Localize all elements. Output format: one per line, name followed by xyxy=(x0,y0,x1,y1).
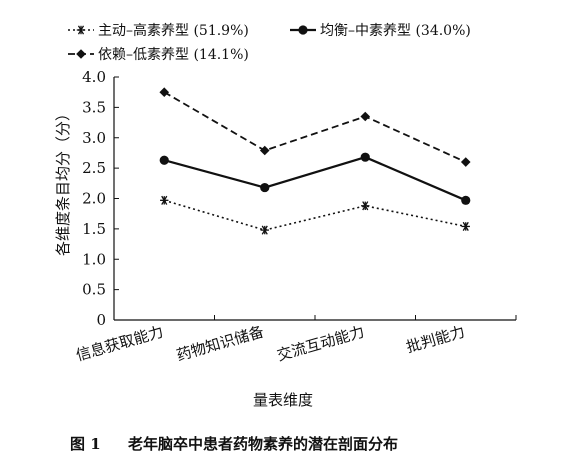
x-category-label: 批判能力 xyxy=(404,323,467,357)
data-point-diamond xyxy=(360,111,371,122)
y-tick-label: 1.0 xyxy=(82,250,106,268)
legend-label: 均衡–中素养型 (34.0%) xyxy=(320,23,471,39)
data-point-asterisk xyxy=(361,201,370,211)
y-tick-label: 2.5 xyxy=(82,159,106,177)
y-tick-label: 0 xyxy=(96,311,106,329)
data-point-circle xyxy=(461,195,471,205)
axes: 0 0.5 1.0 1.5 2.0 2.5 3.0 3.5 4.0 信息获取能力 药物知识储备 交流互… xyxy=(74,68,517,365)
series-line xyxy=(163,156,467,202)
series-line xyxy=(163,91,467,163)
figure-caption: 图 1 老年脑卒中患者药物素养的潜在剖面分布 xyxy=(70,435,398,453)
legend: 主动–高素养型 (51.9%) 均衡–中素养型 (34.0%) 依赖–低素养型 (1… xyxy=(68,22,471,63)
data-point-circle xyxy=(298,25,308,35)
y-tick-label: 3.0 xyxy=(82,129,106,147)
y-axis-title: 各维度条目均分（分） xyxy=(54,106,72,256)
data-point-asterisk xyxy=(160,195,169,205)
series-layer xyxy=(159,87,471,235)
x-category-label: 药物知识储备 xyxy=(174,323,265,365)
series-diamond xyxy=(159,87,471,167)
data-point-diamond xyxy=(159,87,170,97)
data-point-asterisk xyxy=(260,225,269,235)
y-tick-label: 2.0 xyxy=(82,190,106,208)
legend-label: 依赖–低素养型 (14.1%) xyxy=(98,47,249,63)
series-line xyxy=(164,199,466,231)
y-tick-label: 1.5 xyxy=(82,220,106,238)
caption-label: 图 1 xyxy=(70,435,101,453)
data-point-diamond xyxy=(259,145,270,156)
data-point-asterisk xyxy=(76,25,86,35)
series-asterisk xyxy=(160,195,470,235)
caption-text: 老年脑卒中患者药物素养的潜在剖面分布 xyxy=(127,435,398,453)
x-category-label: 信息获取能力 xyxy=(74,323,165,365)
x-axis-title: 量表维度 xyxy=(253,391,313,409)
legend-label: 主动–高素养型 (51.9%) xyxy=(98,22,249,39)
series-circle xyxy=(159,152,471,205)
data-point-circle xyxy=(159,155,169,165)
legend-item: 主动–高素养型 (51.9%) xyxy=(68,22,249,39)
data-point-diamond xyxy=(76,49,86,59)
data-point-asterisk xyxy=(461,221,470,231)
y-tick-label: 4.0 xyxy=(82,68,106,86)
data-point-circle xyxy=(260,182,270,193)
y-tick-label: 3.5 xyxy=(82,98,106,116)
x-category-label: 交流互动能力 xyxy=(275,323,366,365)
y-tick-label: 0.5 xyxy=(82,281,106,299)
data-point-diamond xyxy=(460,157,471,167)
legend-item: 均衡–中素养型 (34.0%) xyxy=(290,23,471,39)
data-point-circle xyxy=(360,152,370,162)
legend-item: 依赖–低素养型 (14.1%) xyxy=(68,47,249,63)
